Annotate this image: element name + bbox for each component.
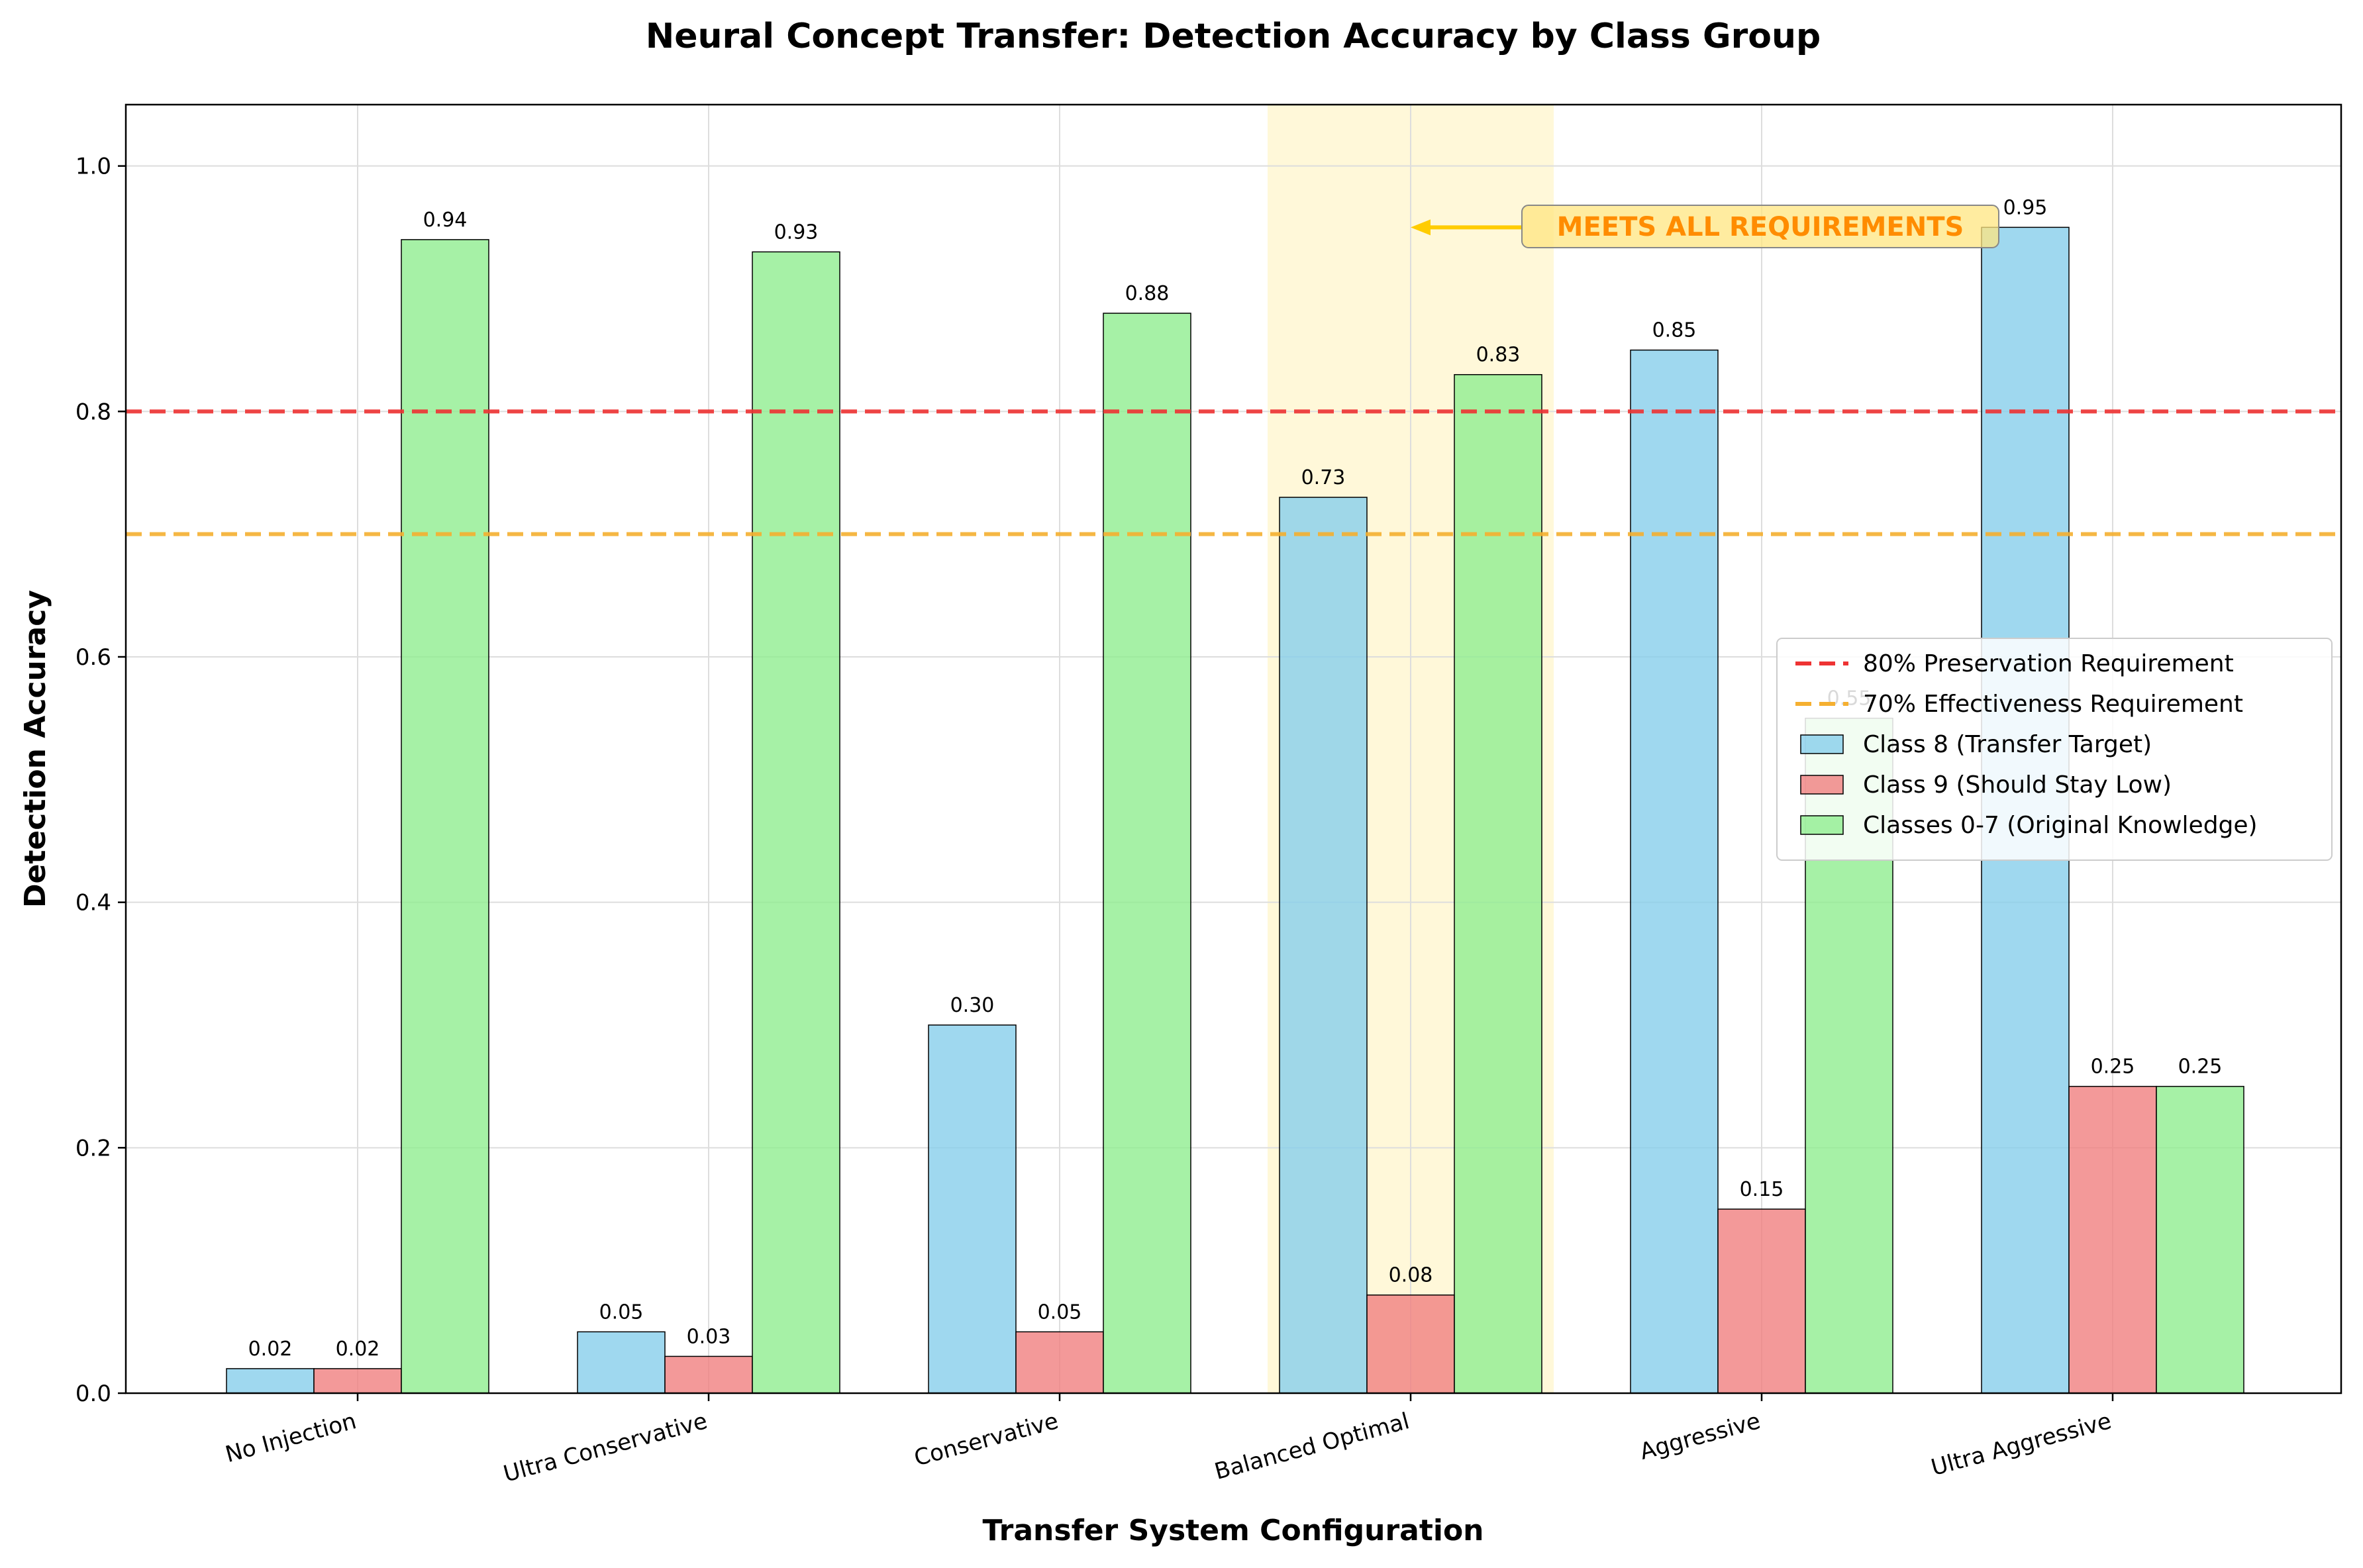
bar-value-label: 0.25: [2091, 1055, 2135, 1079]
bar-value-label: 0.94: [423, 209, 468, 232]
bar-series-3: [1454, 373, 1542, 1394]
legend-color-swatch: [1800, 734, 1844, 754]
y-tick-label: 0.0: [75, 1381, 111, 1407]
bar-series-1: [1630, 349, 1719, 1394]
annotation-arrow-head: [1411, 219, 1431, 236]
bar-series-3: [752, 251, 840, 1394]
bar-series-1: [577, 1331, 666, 1394]
annotation-text: MEETS ALL REQUIREMENTS: [1557, 212, 1964, 242]
bar-value-label: 0.83: [1476, 344, 1521, 367]
plot-area-frame: [125, 103, 2342, 1395]
legend-label: Class 9 (Should Stay Low): [1863, 771, 2172, 799]
y-axis-title: Detection Accuracy: [19, 590, 52, 908]
bar-value-label: 0.30: [950, 994, 995, 1017]
bar-series-2: [313, 1368, 402, 1394]
bar-series-2: [2068, 1085, 2157, 1394]
bar-series-2: [1366, 1294, 1455, 1394]
bar-series-2: [664, 1355, 753, 1394]
bar-value-label: 0.88: [1125, 282, 1170, 305]
bar-series-3: [1103, 313, 1191, 1394]
bar-value-label: 0.93: [774, 220, 819, 244]
bar-value-label: 0.15: [1740, 1178, 1784, 1201]
bar-value-label: 0.73: [1301, 466, 1346, 489]
y-tick-label: 0.6: [75, 644, 111, 671]
bar-value-label: 0.05: [599, 1300, 644, 1324]
bar-value-label: 0.08: [1389, 1264, 1433, 1287]
annotation-box: [1521, 205, 1999, 248]
bar-value-label: 0.25: [2178, 1055, 2223, 1079]
legend-label: Classes 0-7 (Original Knowledge): [1863, 812, 2258, 839]
legend-box: [1776, 638, 2333, 861]
y-tick-label: 0.2: [75, 1135, 111, 1161]
y-tick-label: 0.8: [75, 399, 111, 425]
legend-color-swatch: [1800, 815, 1844, 835]
chart-title: Neural Concept Transfer: Detection Accur…: [646, 17, 1821, 56]
bar-value-label: 0.02: [336, 1338, 380, 1361]
x-axis-title: Transfer System Configuration: [982, 1514, 1483, 1547]
bar-series-1: [226, 1368, 315, 1394]
bar-series-3: [2156, 1085, 2244, 1394]
bar-value-label: 0.05: [1038, 1300, 1082, 1324]
legend-label: Class 8 (Transfer Target): [1863, 731, 2152, 758]
bar-value-label: 0.85: [1652, 319, 1697, 342]
legend-label: 70% Effectiveness Requirement: [1863, 691, 2243, 718]
bar-series-1: [928, 1024, 1017, 1394]
bar-series-2: [1717, 1208, 1806, 1394]
bar-series-3: [401, 239, 489, 1394]
y-tick-label: 1.0: [75, 154, 111, 180]
bar-value-label: 0.03: [687, 1325, 731, 1348]
y-tick-label: 0.4: [75, 890, 111, 916]
bar-series-2: [1015, 1331, 1104, 1394]
legend-label: 80% Preservation Requirement: [1863, 650, 2234, 677]
legend-color-swatch: [1800, 775, 1844, 795]
bar-value-label: 0.95: [2003, 196, 2048, 219]
bar-value-label: 0.02: [248, 1338, 293, 1361]
bar-series-1: [1279, 497, 1368, 1394]
